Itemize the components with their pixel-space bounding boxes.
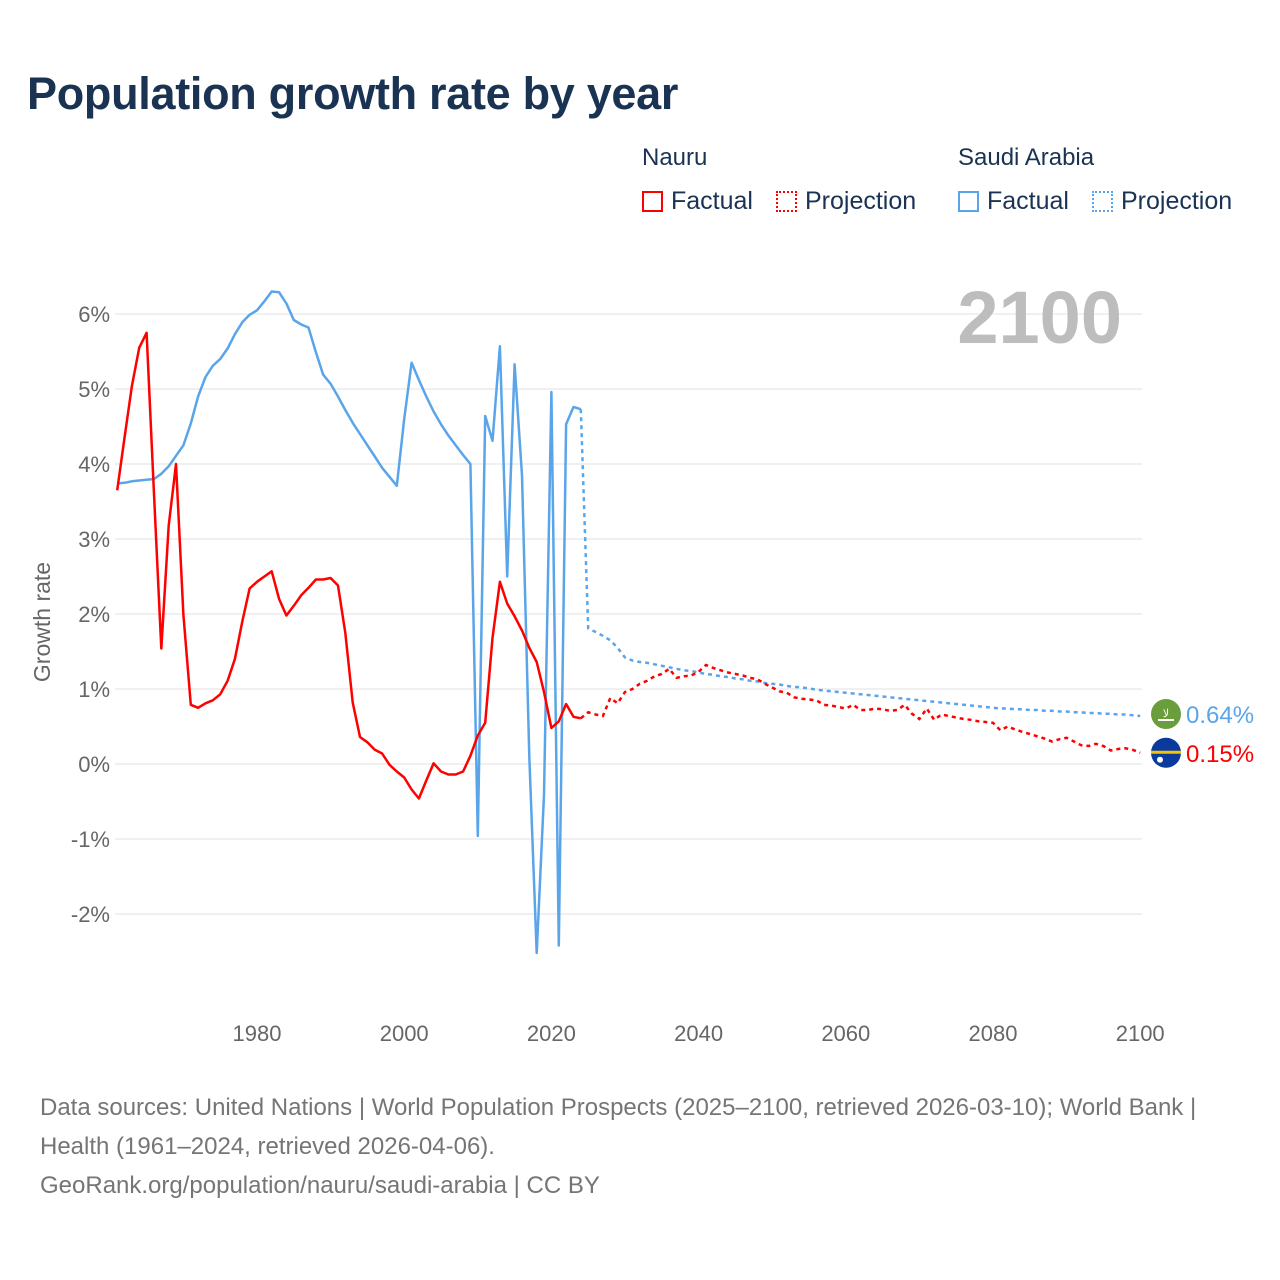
x-tick-label: 2020 — [527, 1021, 576, 1046]
legend-saudi-factual[interactable]: Factual — [958, 187, 1069, 216]
legend-label: Projection — [1121, 187, 1233, 215]
x-tick-label: 1980 — [233, 1021, 282, 1046]
legend-saudi-projection[interactable]: Projection — [1092, 187, 1232, 216]
x-tick-label: 2040 — [674, 1021, 723, 1046]
legend-nauru-projection[interactable]: Projection — [776, 187, 916, 216]
saudi-arabia-flag-icon: ﻻ — [1151, 699, 1181, 729]
page-title: Population growth rate by year — [27, 68, 679, 119]
legend-swatch-solid — [958, 191, 979, 212]
legend-label: Factual — [987, 187, 1069, 215]
legend-nauru-factual[interactable]: Factual — [642, 187, 753, 216]
legend-label: Factual — [671, 187, 753, 215]
y-tick-label: -2% — [71, 902, 110, 927]
end-value-label: 0.15% — [1186, 741, 1254, 768]
end-value-label: 0.64% — [1186, 702, 1254, 729]
y-tick-label: 4% — [78, 452, 110, 477]
y-tick-label: 6% — [78, 302, 110, 327]
legend-label: Projection — [805, 187, 917, 215]
y-tick-label: 1% — [78, 677, 110, 702]
x-tick-label: 2000 — [380, 1021, 429, 1046]
attribution-link[interactable]: GeoRank.org/population/nauru/saudi-arabi… — [40, 1172, 600, 1199]
y-axis-label: Growth rate — [29, 562, 55, 682]
data-sources: Data sources: United Nations | World Pop… — [40, 1094, 1197, 1160]
y-tick-label: 5% — [78, 377, 110, 402]
legend-group-nauru: Nauru — [642, 144, 708, 171]
y-tick-label: 0% — [78, 752, 110, 777]
y-tick-label: -1% — [71, 827, 110, 852]
nauru-projection-line — [580, 663, 1141, 754]
legend-swatch-dotted — [1092, 191, 1113, 212]
legend-swatch-solid — [642, 191, 663, 212]
legend-group-saudi-arabia: Saudi Arabia — [958, 144, 1095, 171]
nauru-flag-icon — [1151, 737, 1181, 768]
footer: Data sources: United Nations | World Pop… — [40, 1088, 1240, 1205]
legend-swatch-dotted — [776, 191, 797, 212]
svg-text:ﻻ: ﻻ — [1163, 708, 1169, 720]
saudi-arabia-projection-line — [579, 409, 1141, 718]
y-tick-label: 2% — [78, 602, 110, 627]
current-year-label: 2100 — [957, 276, 1122, 359]
y-tick-label: 3% — [78, 527, 110, 552]
x-tick-label: 2060 — [821, 1021, 870, 1046]
x-tick-label: 2100 — [1116, 1021, 1165, 1046]
nauru-factual-line — [115, 331, 582, 800]
saudi-arabia-factual-line — [117, 290, 582, 955]
x-tick-label: 2080 — [969, 1021, 1018, 1046]
